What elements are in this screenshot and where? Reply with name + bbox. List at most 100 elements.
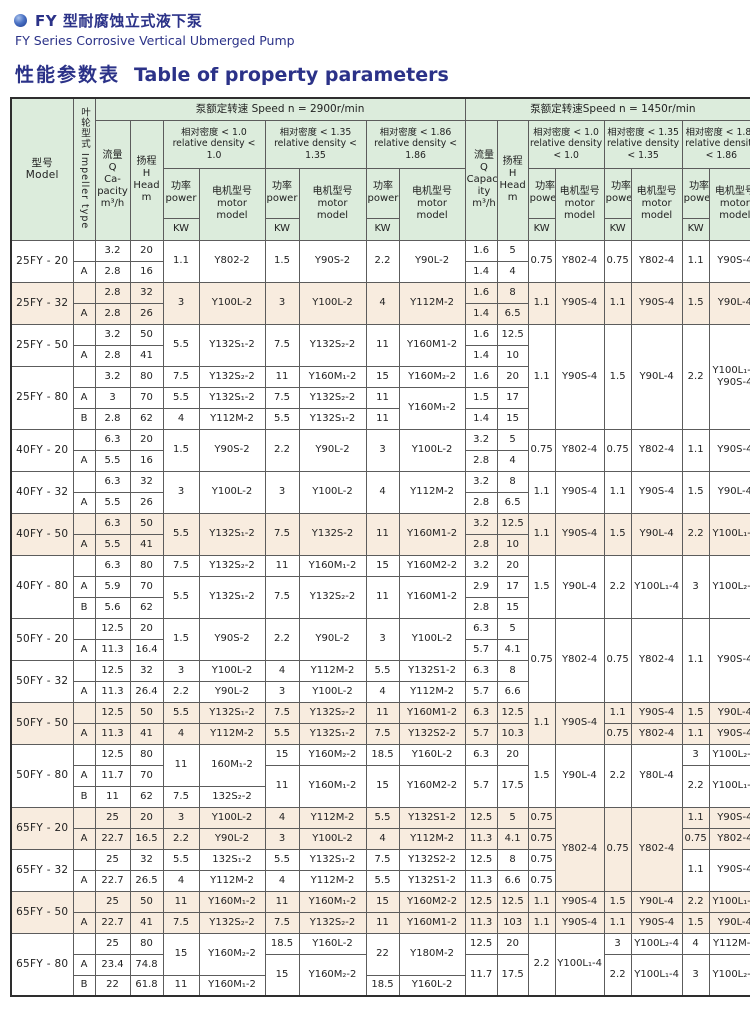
- data-cell: 1.1: [527, 890, 556, 913]
- data-cell: 4: [496, 260, 529, 283]
- cell-text: 50FY - 32: [16, 674, 69, 687]
- data-cell: 4: [264, 869, 300, 892]
- cell-text: Y132S₂-2: [209, 916, 255, 928]
- cell-text: 1.1: [687, 864, 704, 876]
- data-cell: 0.75: [527, 806, 556, 829]
- data-cell: 17: [496, 386, 529, 409]
- cell-text: Y160L-2: [411, 748, 453, 760]
- cell-text: Y160M₁-2: [208, 895, 256, 907]
- cell-text: Y802-4: [639, 727, 675, 739]
- cell-text: Y100L₁-4: [557, 958, 602, 970]
- cell-text: 6.5: [504, 307, 521, 319]
- data-cell: Y90S-4: [708, 617, 750, 703]
- cell-text: B: [80, 790, 88, 802]
- data-cell: A: [72, 869, 96, 892]
- cell-text: 22.7: [101, 916, 124, 928]
- cell-text: 50: [140, 895, 153, 907]
- cell-text: 5.7: [473, 727, 490, 739]
- data-cell: Y132S2-2: [398, 848, 466, 871]
- cell-text: 5: [509, 244, 516, 256]
- cell-text: 1.1: [609, 706, 626, 718]
- data-cell: Y100L-2: [398, 617, 466, 661]
- data-cell: 11: [264, 890, 300, 913]
- data-cell: Y90L-2: [298, 428, 367, 472]
- cell-text: A: [80, 391, 88, 403]
- data-cell: Y112M-2: [198, 407, 266, 430]
- cell-text: 3.2: [104, 244, 121, 256]
- data-cell: Y160M2-2: [398, 890, 466, 913]
- data-cell: 50: [129, 890, 164, 913]
- cell-text: Y160M2-2: [406, 780, 458, 792]
- data-cell: Y100L₁-4: [708, 512, 750, 556]
- data-cell: 7.5: [264, 575, 300, 619]
- table-row: B 2.8 62 4 Y112M-2 5.5 Y132S₁-2 11 1.4 15: [11, 407, 750, 430]
- cell-text: Y100L₁-4: [634, 968, 679, 980]
- data-cell: 22.7: [94, 827, 131, 850]
- cell-text: 5.5: [274, 727, 290, 739]
- cell-text: Y100L-2: [211, 664, 253, 676]
- data-cell: 6.3: [464, 701, 498, 724]
- cell-text: 1.1: [533, 370, 550, 382]
- cell-text: Y802-4: [562, 654, 598, 666]
- data-cell: 11: [365, 911, 400, 934]
- data-cell: 1.1: [681, 239, 710, 283]
- cell-text: 0.75: [606, 727, 629, 739]
- data-cell: 4: [162, 722, 200, 745]
- data-cell: Y160L-2: [398, 974, 466, 997]
- data-cell: 5.5: [264, 722, 300, 745]
- cell-text: 5.5: [274, 853, 290, 865]
- data-cell: 1.5: [527, 554, 556, 619]
- cell-text: 4: [177, 412, 185, 424]
- data-cell: Y160M₂-2: [198, 932, 266, 976]
- data-cell: 26.5: [129, 869, 164, 892]
- cell-text: 1.5: [609, 370, 626, 382]
- data-cell: Y802-4: [630, 806, 683, 892]
- table-row: B 22 61.8 11 Y160M₁-2 18.5 Y160L-2: [11, 974, 750, 997]
- data-cell: 74.8: [129, 953, 164, 976]
- cell-text: 5.6: [104, 601, 121, 613]
- cell-text: 8: [509, 475, 516, 487]
- cell-text: Y100L-2: [312, 297, 353, 309]
- data-cell: 4: [264, 806, 300, 829]
- cell-text: A: [80, 643, 88, 655]
- data-cell: 2.8: [94, 344, 131, 367]
- cell-text: Y132S₂-2: [209, 559, 255, 571]
- data-cell: 11: [264, 764, 300, 808]
- data-cell: 6.3: [94, 428, 131, 451]
- data-cell: 2.2: [681, 764, 710, 808]
- cell-text: 2.2: [609, 968, 626, 980]
- header-cell: KW: [365, 217, 400, 241]
- cell-text: 11.3: [469, 874, 493, 886]
- cell-text: 15: [174, 948, 188, 960]
- data-cell: Y160L-2: [298, 932, 367, 955]
- cell-text: Y80L-4: [639, 769, 674, 781]
- data-cell: 20: [129, 239, 164, 262]
- data-cell: 12.5: [496, 890, 529, 913]
- cell-text: 1.1: [533, 297, 550, 309]
- cell-text: Y160M₁-2: [408, 402, 456, 414]
- data-cell: B: [72, 596, 96, 619]
- cell-text: B: [80, 601, 88, 613]
- data-cell: 7.5: [162, 365, 200, 388]
- cell-text: 11.7: [469, 968, 493, 980]
- data-cell: 2.2: [681, 323, 710, 430]
- cell-text: Y90L-4: [562, 769, 597, 781]
- data-cell: 41: [129, 722, 164, 745]
- cell-text: 26.4: [135, 685, 158, 697]
- cell-text: 3.2: [473, 517, 490, 529]
- cell-text: Y90L-4: [717, 706, 750, 718]
- cell-text: 11: [376, 591, 389, 603]
- cell-text: 1.1: [533, 717, 550, 729]
- data-cell: Y112M-2: [298, 806, 367, 829]
- cell-text: 11: [275, 559, 289, 571]
- cell-text: 1.1: [687, 444, 704, 456]
- data-cell: [72, 470, 96, 493]
- data-cell: Y90S-4: [630, 470, 683, 514]
- data-cell: Y132S-2: [298, 512, 367, 556]
- data-cell: 61.8: [129, 974, 164, 997]
- data-cell: 25: [94, 932, 131, 955]
- cell-text: Y132S1-2: [408, 664, 456, 676]
- cell-text: Y160M1-2: [406, 591, 458, 603]
- data-cell: Y112M-2: [398, 470, 466, 514]
- data-cell: 11: [162, 974, 200, 997]
